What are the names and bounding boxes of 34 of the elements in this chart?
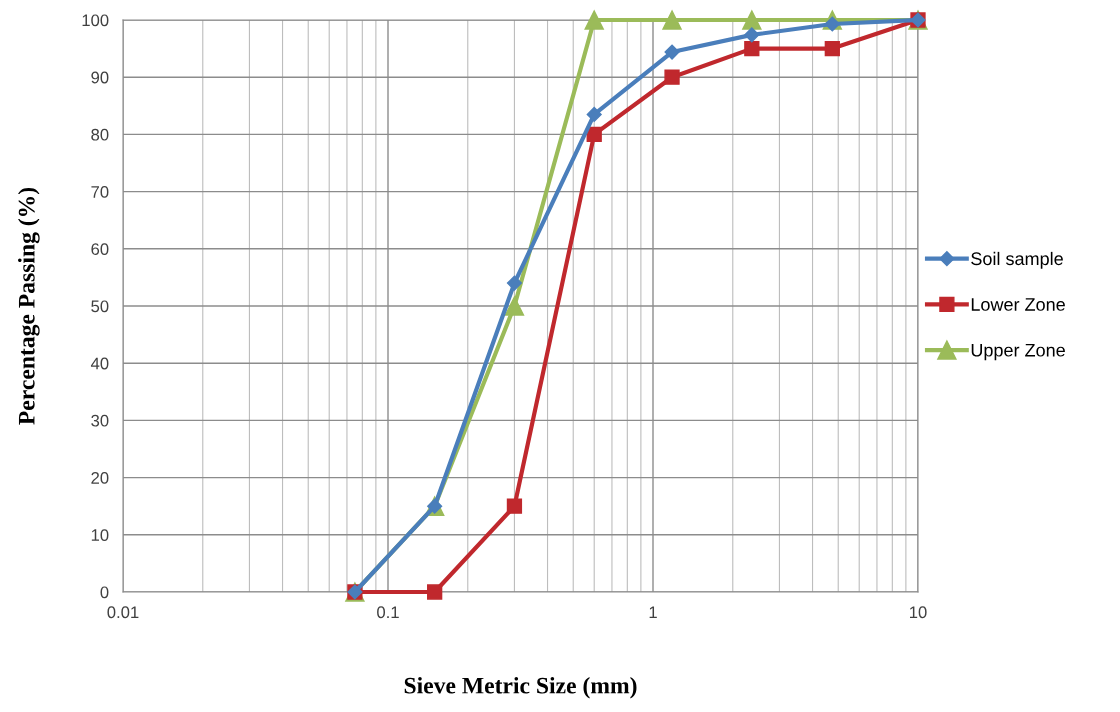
- point: [824, 40, 840, 57]
- legend-label: Soil sample: [971, 251, 1063, 269]
- x-tick-label: 1: [649, 606, 657, 618]
- point: [664, 44, 680, 60]
- point: [744, 40, 760, 57]
- point: [504, 296, 525, 316]
- legend-label: Lower Zone: [971, 298, 1065, 311]
- point: [584, 10, 604, 30]
- x-tick-label: 0.1: [377, 606, 399, 619]
- x-axis-title: Sieve Metric Size (mm): [404, 676, 637, 699]
- y-tick-label: 70: [91, 186, 109, 198]
- y-axis-title: Percentage Passing (%): [18, 187, 40, 425]
- point: [586, 126, 602, 143]
- point: [586, 106, 602, 122]
- y-tick-label: 0: [100, 586, 109, 599]
- point: [427, 584, 443, 600]
- point: [664, 69, 680, 85]
- legend-label: Upper Zone: [971, 343, 1065, 361]
- point: [506, 275, 523, 291]
- y-tick-label: 80: [91, 128, 109, 141]
- point: [506, 498, 523, 514]
- point: [744, 27, 760, 43]
- y-tick-label: 90: [91, 71, 109, 84]
- y-tick-label: 100: [82, 14, 109, 27]
- y-tick-label: 20: [91, 472, 109, 484]
- y-tick-label: 30: [91, 414, 109, 427]
- x-tick-label: 0.01: [107, 606, 139, 619]
- y-tick-label: 10: [91, 529, 109, 541]
- y-tick-label: 60: [91, 243, 109, 255]
- point: [662, 10, 682, 30]
- point: [742, 10, 762, 30]
- y-tick-label: 50: [91, 300, 109, 313]
- x-tick-label: 10: [910, 606, 927, 619]
- y-tick-label: 40: [90, 357, 109, 370]
